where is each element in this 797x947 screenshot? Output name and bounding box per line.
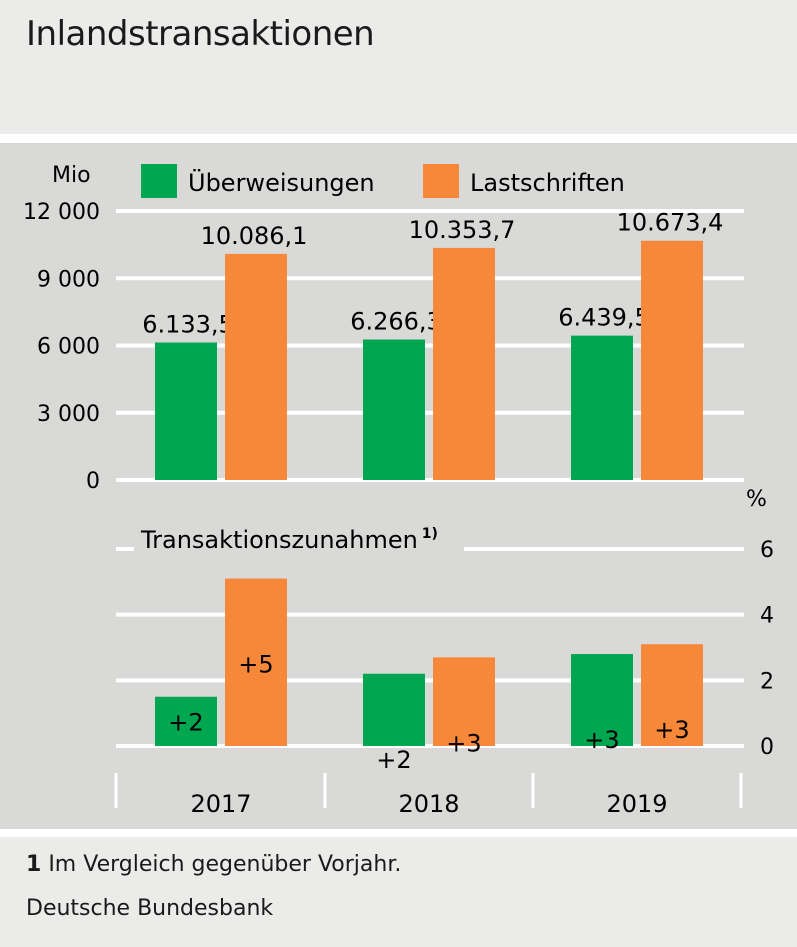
legend-label-ueberweisungen: Überweisungen [188,168,375,197]
bottom-data-label: +3 [584,726,619,754]
top-y-tick-label: 9 000 [37,267,100,292]
top-data-label: 10.673,4 [617,209,724,237]
source-note: Deutsche Bundesbank [26,896,274,921]
bottom-y-tick-label: 2 [760,669,774,694]
bottom-data-label: +3 [654,716,689,744]
separator-top [0,134,797,143]
bottom-bar-lastschriften-2017 [225,578,287,746]
bottom-y-tick-label: 0 [760,735,774,760]
legend-swatch-lastschriften [423,164,459,198]
top-bar-lastschriften-2018 [433,247,495,480]
top-bar-ueberweisungen-2018 [363,339,425,480]
subtitle-bg [134,520,464,552]
bottom-subtitle: Transaktionszunahmen 1) [140,526,438,554]
bottom-data-label: +2 [168,708,203,736]
footnote-text: Im Vergleich gegenüber Vorjahr. [48,852,402,877]
bottom-data-label: +5 [238,651,273,679]
footnote-number: 1 [26,852,42,877]
bottom-bar-ueberweisungen-2019 [571,654,633,746]
bottom-bar-lastschriften-2018 [433,657,495,746]
top-data-label: 6.133,5 [142,311,234,339]
bottom-bar-ueberweisungen-2018 [363,673,425,746]
bottom-y-unit: % [746,487,767,512]
top-data-label: 10.086,1 [201,222,308,250]
top-y-tick-label: 12 000 [23,200,100,225]
legend-swatch-ueberweisungen [141,164,177,198]
top-data-label: 10.353,7 [409,216,516,244]
bottom-y-tick-label: 6 [760,538,774,563]
bottom-y-tick-label: 4 [760,604,774,629]
top-bar-lastschriften-2019 [641,240,703,480]
top-y-tick-label: 3 000 [37,402,100,427]
bottom-data-label: +3 [446,729,481,757]
separator-bottom [0,829,797,837]
top-data-label: 6.266,3 [350,308,442,336]
x-category-label: 2019 [606,790,667,818]
top-bar-ueberweisungen-2017 [155,342,217,480]
top-y-tick-label: 0 [86,469,100,494]
bottom-subtitle-text: Transaktionszunahmen [140,526,418,554]
top-data-label: 6.439,5 [558,304,650,332]
bottom-bar-lastschriften-2019 [641,644,703,746]
legend-label-lastschriften: Lastschriften [470,169,625,197]
top-y-tick-label: 6 000 [37,335,100,360]
bottom-bar-ueberweisungen-2017 [155,696,217,746]
footnote: 1 Im Vergleich gegenüber Vorjahr. [26,852,401,877]
top-bar-lastschriften-2017 [225,253,287,480]
top-bar-ueberweisungen-2019 [571,335,633,480]
top-y-unit: Mio [52,163,91,188]
x-category-label: 2018 [398,790,459,818]
x-category-label: 2017 [190,790,251,818]
bottom-subtitle-note: 1) [422,526,438,542]
bottom-data-label: +2 [376,746,411,774]
chart-title: Inlandstransaktionen [26,14,375,54]
